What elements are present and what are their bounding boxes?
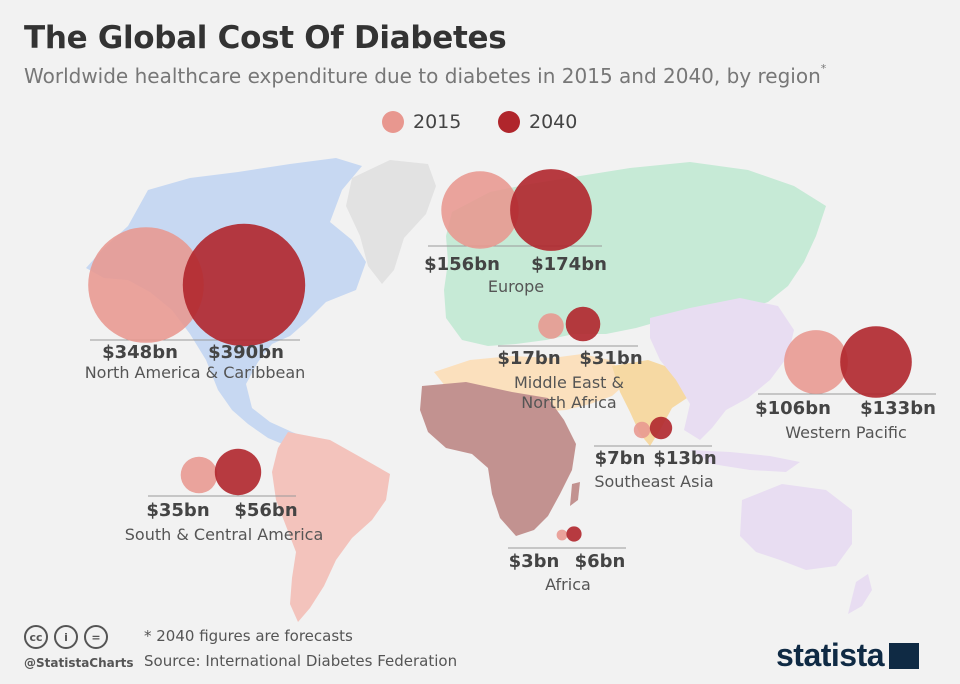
south-america-shape — [272, 432, 390, 622]
value-label-2015-south-central-america: $35bn — [146, 500, 209, 521]
bubble-2015-south-central-america — [180, 456, 218, 494]
statista-wordmark: statista — [776, 637, 885, 673]
region-name-north-america-caribbean: North America & Caribbean — [85, 363, 306, 382]
value-label-2040-africa: $6bn — [575, 551, 626, 572]
indonesia-shape — [690, 450, 800, 472]
new-zealand-shape — [848, 574, 872, 614]
statista-logo[interactable]: statista — [776, 637, 920, 674]
western-pacific-shape — [650, 298, 794, 440]
legend-label-2040: 2040 — [529, 111, 578, 133]
region-name-line2-middle-east-north-africa: North Africa — [521, 393, 616, 412]
bubble-2040-africa — [566, 526, 582, 542]
madagascar-shape — [570, 482, 580, 506]
bubble-2040-south-central-america — [214, 448, 262, 496]
value-label-2015-western-pacific: $106bn — [755, 398, 831, 419]
value-label-2040-europe: $174bn — [531, 254, 607, 275]
legend-label-2015: 2015 — [413, 111, 462, 133]
subtitle-footnote-mark: * — [820, 62, 827, 75]
greenland-shape — [346, 160, 436, 284]
value-label-2040-southeast-asia: $13bn — [653, 448, 716, 469]
by-icon: i — [54, 625, 78, 649]
bubble-2015-southeast-asia — [633, 421, 651, 439]
bubble-2015-africa — [556, 529, 568, 541]
legend-swatch-2015 — [382, 111, 404, 133]
value-label-2015-africa: $3bn — [509, 551, 560, 572]
bubble-2015-middle-east-north-africa — [538, 313, 564, 339]
value-label-2015-middle-east-north-africa: $17bn — [497, 348, 560, 369]
value-label-2040-western-pacific: $133bn — [860, 398, 936, 419]
legend-item-2015: 2015 — [382, 111, 461, 133]
statista-logo-icon — [889, 642, 920, 669]
value-label-2015-north-america-caribbean: $348bn — [102, 342, 178, 363]
mena-shape — [434, 354, 630, 412]
region-name-africa: Africa — [545, 575, 591, 594]
region-name-western-pacific: Western Pacific — [785, 423, 907, 442]
value-label-2040-south-central-america: $56bn — [234, 500, 297, 521]
statista-handle: @StatistaCharts — [24, 656, 134, 670]
bubble-2040-middle-east-north-africa — [565, 306, 601, 342]
value-label-2040-middle-east-north-africa: $31bn — [579, 348, 642, 369]
region-name-southeast-asia: Southeast Asia — [594, 472, 713, 491]
legend-item-2040: 2040 — [498, 111, 577, 133]
bubble-2040-north-america-caribbean — [182, 223, 306, 347]
bubble-2040-europe — [510, 169, 592, 251]
value-label-2015-southeast-asia: $7bn — [595, 448, 646, 469]
africa-shape — [420, 382, 576, 536]
bubble-2015-north-america-caribbean — [88, 227, 204, 343]
chart-title: The Global Cost Of Diabetes — [24, 20, 507, 56]
chart-subtitle: Worldwide healthcare expenditure due to … — [24, 62, 827, 88]
value-label-2015-europe: $156bn — [424, 254, 500, 275]
region-name-south-central-america: South & Central America — [125, 525, 324, 544]
source-note: Source: International Diabetes Federatio… — [144, 652, 458, 670]
bubble-2015-western-pacific — [784, 330, 848, 394]
license-icons: cc i = — [24, 625, 108, 649]
subtitle-text: Worldwide healthcare expenditure due to … — [24, 64, 821, 88]
legend-swatch-2040 — [498, 111, 520, 133]
australia-shape — [740, 484, 852, 570]
bubble-2040-southeast-asia — [649, 416, 673, 440]
bubble-2015-europe — [441, 171, 519, 249]
bubble-2040-western-pacific — [840, 326, 912, 398]
region-name-middle-east-north-africa: Middle East & — [514, 373, 624, 392]
region-name-europe: Europe — [488, 277, 544, 296]
cc-icon: cc — [24, 625, 48, 649]
nd-icon: = — [84, 625, 108, 649]
value-label-2040-north-america-caribbean: $390bn — [208, 342, 284, 363]
southeast-asia-shape — [612, 360, 690, 446]
forecast-footnote: * 2040 figures are forecasts — [144, 627, 353, 645]
